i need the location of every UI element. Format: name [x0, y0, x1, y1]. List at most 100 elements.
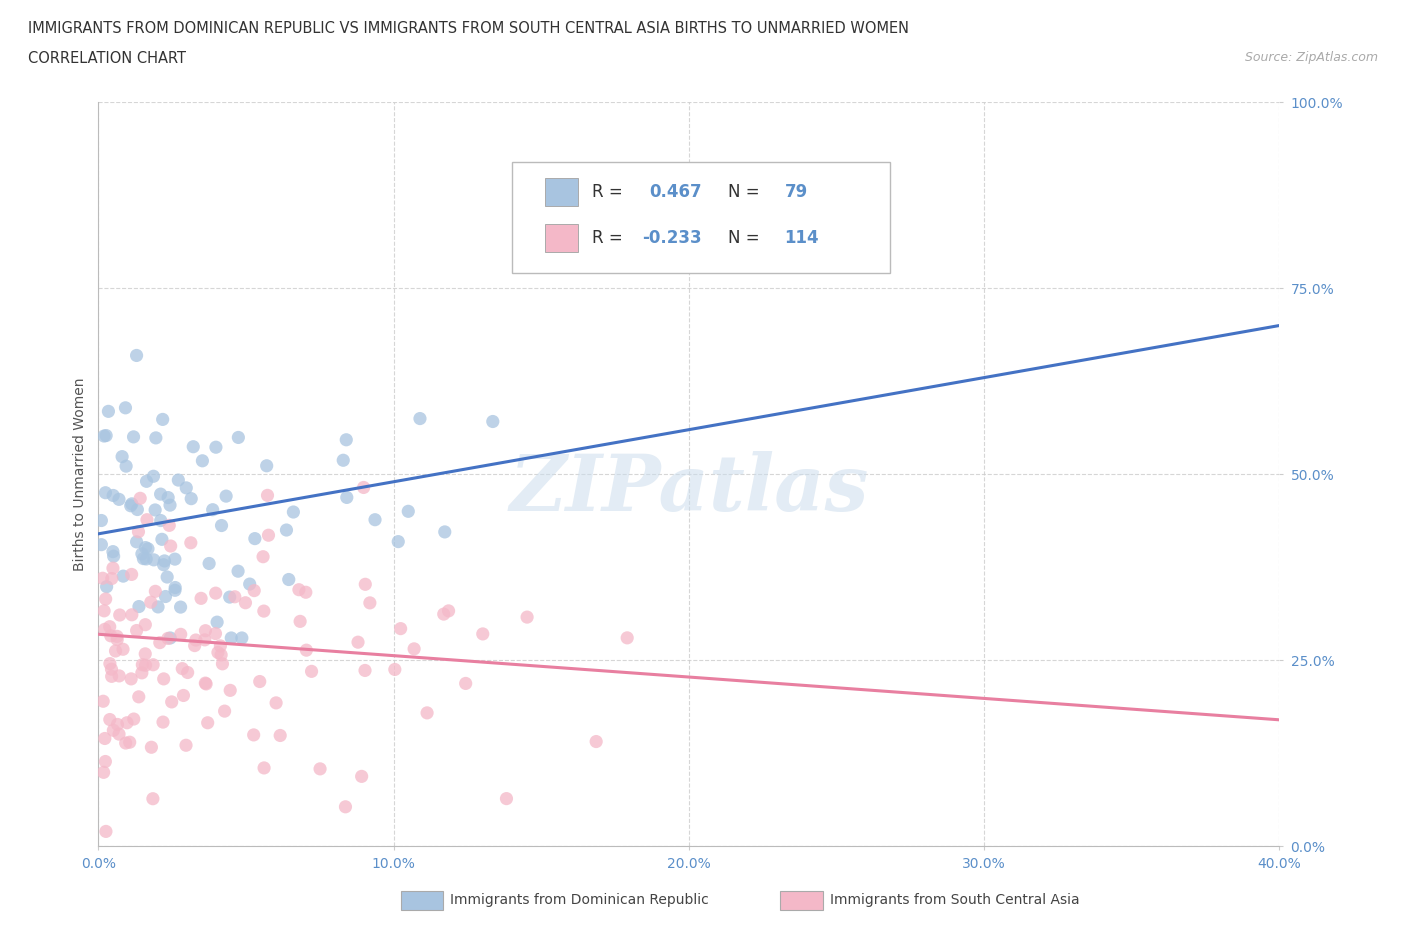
Point	[145, 431, 167, 445]
Point	[163, 583, 186, 598]
Point	[142, 469, 165, 484]
Point	[149, 513, 172, 528]
Point	[143, 502, 166, 517]
Point	[136, 512, 159, 527]
Point	[219, 683, 242, 698]
Point	[98, 712, 121, 727]
Point	[155, 589, 177, 604]
Point	[295, 643, 318, 658]
Point	[242, 727, 264, 742]
Point	[111, 449, 134, 464]
Point	[153, 553, 176, 568]
Point	[235, 595, 257, 610]
Point	[205, 615, 228, 630]
Point	[416, 706, 439, 721]
Point	[98, 657, 121, 671]
Point	[190, 591, 212, 605]
Point	[100, 669, 122, 684]
Point	[103, 723, 125, 737]
Point	[204, 586, 226, 601]
Point	[149, 635, 172, 650]
Point	[256, 458, 278, 473]
Text: Immigrants from Dominican Republic: Immigrants from Dominican Republic	[450, 893, 709, 908]
Point	[194, 632, 217, 647]
Point	[100, 662, 122, 677]
Point	[243, 583, 266, 598]
Point	[354, 663, 377, 678]
Point	[174, 481, 197, 496]
FancyBboxPatch shape	[512, 162, 890, 273]
Point	[94, 485, 117, 500]
Point	[91, 571, 114, 586]
Point	[249, 674, 271, 689]
Point	[157, 518, 180, 533]
Point	[172, 661, 194, 676]
Point	[226, 564, 249, 578]
Text: 0.467: 0.467	[648, 183, 702, 201]
Point	[108, 726, 131, 741]
Point	[174, 737, 197, 752]
Point	[219, 631, 242, 645]
Point	[100, 571, 122, 586]
Point	[283, 505, 305, 520]
Point	[204, 626, 226, 641]
Point	[396, 504, 419, 519]
Point	[159, 538, 181, 553]
Point	[209, 647, 232, 662]
Point	[90, 538, 112, 552]
Point	[353, 480, 375, 495]
Point	[122, 711, 145, 726]
Point	[170, 627, 193, 642]
Point	[194, 623, 217, 638]
Point	[115, 458, 138, 473]
Bar	[546, 224, 578, 252]
Point	[276, 523, 298, 538]
Point	[101, 561, 124, 576]
Point	[152, 412, 174, 427]
Point	[90, 513, 112, 528]
Point	[252, 550, 274, 565]
Point	[143, 584, 166, 599]
Point	[301, 664, 323, 679]
Point	[120, 671, 142, 686]
Point	[172, 688, 194, 703]
Point	[198, 556, 221, 571]
Point	[197, 715, 219, 730]
Point	[100, 629, 122, 644]
Point	[169, 600, 191, 615]
Point	[404, 642, 426, 657]
Point	[218, 590, 240, 604]
Point	[118, 735, 141, 750]
Point	[94, 754, 117, 769]
Point	[354, 577, 377, 591]
Point	[195, 676, 218, 691]
Point	[160, 695, 183, 710]
Text: Source: ZipAtlas.com: Source: ZipAtlas.com	[1244, 51, 1378, 64]
Text: N =: N =	[728, 230, 765, 247]
Point	[108, 492, 131, 507]
Point	[167, 472, 190, 487]
Point	[335, 800, 357, 815]
Point	[387, 534, 409, 549]
Point	[205, 440, 228, 455]
Point	[94, 731, 117, 746]
Point	[454, 676, 477, 691]
Point	[91, 694, 114, 709]
Point	[409, 411, 432, 426]
Point	[142, 791, 165, 806]
Point	[256, 488, 278, 503]
Point	[277, 572, 299, 587]
Point	[437, 604, 460, 618]
Point	[215, 488, 238, 503]
Point	[131, 666, 153, 681]
Point	[150, 532, 173, 547]
Point	[142, 552, 165, 567]
Point	[135, 658, 157, 672]
Point	[156, 569, 179, 584]
Point	[127, 502, 149, 517]
Bar	[546, 178, 578, 206]
Point	[288, 614, 311, 629]
Point	[115, 715, 138, 730]
Point	[231, 631, 253, 645]
Point	[257, 528, 280, 543]
